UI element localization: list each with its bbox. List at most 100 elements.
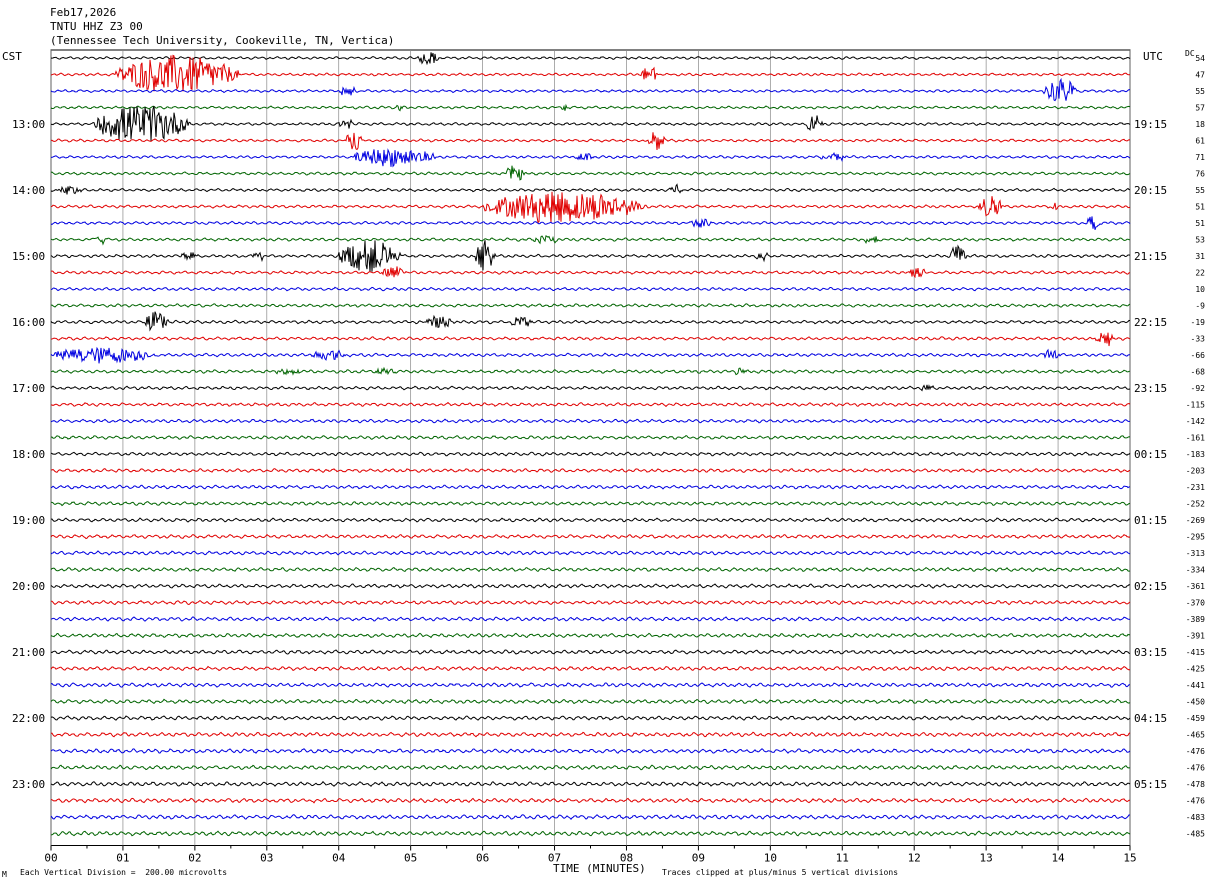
dc-offset-label: -476 — [1186, 747, 1205, 756]
utc-time-label: 00:15 — [1134, 448, 1167, 461]
dc-offset-label: -269 — [1186, 516, 1205, 525]
trace-row-10 — [50, 216, 1131, 230]
cst-time-label: 23:00 — [12, 778, 45, 791]
dc-offset-label: -92 — [1191, 384, 1206, 393]
trace-row-13 — [50, 266, 1131, 279]
trace-row-12 — [50, 240, 1131, 272]
trace-row-14 — [50, 286, 1131, 292]
dc-offset-header: DC — [1185, 49, 1195, 58]
x-tick-label: 00 — [44, 852, 57, 865]
dc-offset-label: -391 — [1186, 632, 1205, 641]
station-location: (Tennessee Tech University, Cookeville, … — [50, 34, 395, 47]
trace-row-20 — [50, 384, 1131, 392]
trace-row-21 — [50, 401, 1131, 408]
plot-date: Feb17,2026 — [50, 6, 117, 19]
dc-offset-label: -483 — [1186, 813, 1205, 822]
trace-row-2 — [50, 77, 1131, 102]
trace-row-7 — [50, 165, 1131, 181]
dc-offset-label: -415 — [1186, 648, 1205, 657]
cst-time-label: 14:00 — [12, 184, 45, 197]
dc-offset-label: 55 — [1195, 87, 1205, 96]
trace-row-24 — [50, 451, 1131, 457]
dc-offset-label: -450 — [1186, 698, 1205, 707]
trace-row-18 — [50, 346, 1131, 364]
trace-row-33 — [51, 599, 1131, 606]
trace-row-1 — [50, 54, 1130, 92]
utc-time-label: 04:15 — [1134, 712, 1167, 725]
dc-offset-label: 57 — [1195, 104, 1205, 113]
x-tick-label: 14 — [1051, 852, 1065, 865]
dc-offset-label: -252 — [1186, 500, 1205, 509]
dc-offset-label: -389 — [1186, 615, 1205, 624]
x-tick-label: 03 — [260, 852, 273, 865]
dc-offset-label: 47 — [1195, 71, 1205, 80]
trace-row-47 — [50, 830, 1131, 837]
utc-time-label: 22:15 — [1134, 316, 1167, 329]
x-tick-label: 13 — [980, 852, 993, 865]
dc-offset-label: -476 — [1186, 797, 1205, 806]
dc-offset-label: 51 — [1195, 203, 1205, 212]
trace-row-4 — [50, 105, 1131, 141]
cst-time-label: 13:00 — [12, 118, 45, 131]
trace-row-25 — [50, 468, 1131, 474]
x-tick-label: 01 — [116, 852, 129, 865]
dc-offset-label: 10 — [1195, 285, 1205, 294]
dc-offset-label: -334 — [1186, 566, 1205, 575]
trace-row-46 — [50, 814, 1131, 820]
cst-time-label: 19:00 — [12, 514, 45, 527]
dc-offset-label: -441 — [1186, 681, 1205, 690]
trace-row-37 — [50, 665, 1131, 672]
trace-row-45 — [50, 797, 1130, 804]
cst-time-label: 22:00 — [12, 712, 45, 725]
trace-row-41 — [50, 731, 1131, 738]
cst-time-label: 18:00 — [12, 448, 45, 461]
dc-offset-label: -485 — [1186, 830, 1205, 839]
dc-offset-label: 18 — [1195, 120, 1205, 129]
x-tick-label: 15 — [1123, 852, 1136, 865]
trace-row-32 — [50, 583, 1131, 589]
utc-time-label: 03:15 — [1134, 646, 1167, 659]
scale-note: Each Vertical Division = 200.00 microvol… — [20, 868, 228, 877]
trace-row-38 — [50, 682, 1130, 688]
trace-row-8 — [50, 183, 1131, 195]
dc-offset-label: -183 — [1186, 450, 1205, 459]
trace-row-34 — [50, 616, 1131, 622]
trace-row-0 — [51, 52, 1131, 66]
trace-row-31 — [50, 566, 1131, 573]
utc-time-label: 20:15 — [1134, 184, 1167, 197]
dc-offset-label: -33 — [1191, 335, 1206, 344]
dc-offset-label: 55 — [1195, 186, 1205, 195]
dc-offset-label: -66 — [1191, 351, 1206, 360]
x-tick-label: 04 — [332, 852, 346, 865]
trace-row-17 — [50, 332, 1131, 347]
dc-offset-label: 51 — [1195, 219, 1205, 228]
trace-row-30 — [50, 550, 1131, 556]
trace-row-6 — [50, 148, 1131, 168]
dc-offset-label: -161 — [1186, 434, 1205, 443]
dc-offset-label: -231 — [1186, 483, 1205, 492]
trace-row-5 — [50, 132, 1131, 151]
dc-offset-label: -465 — [1186, 731, 1205, 740]
dc-offset-label: 76 — [1195, 170, 1205, 179]
dc-offset-label: -425 — [1186, 665, 1205, 674]
trace-row-15 — [50, 303, 1131, 308]
x-tick-label: 02 — [188, 852, 201, 865]
x-tick-label: 09 — [692, 852, 705, 865]
utc-time-label: 01:15 — [1134, 514, 1167, 527]
x-tick-label: 06 — [476, 852, 489, 865]
trace-row-44 — [50, 780, 1131, 788]
corner-mark: M — [2, 870, 7, 879]
utc-time-label: 23:15 — [1134, 382, 1167, 395]
x-axis-title: TIME (MINUTES) — [553, 862, 646, 875]
dc-offset-label: 53 — [1195, 236, 1205, 245]
clip-note: Traces clipped at plus/minus 5 vertical … — [662, 868, 899, 877]
left-timezone-label: CST — [2, 50, 22, 63]
dc-offset-label: 71 — [1195, 153, 1205, 162]
dc-offset-label: -478 — [1186, 780, 1205, 789]
utc-time-label: 05:15 — [1134, 778, 1167, 791]
x-tick-label: 05 — [404, 852, 417, 865]
station-code: TNTU HHZ Z3 00 — [50, 20, 143, 33]
x-tick-label: 08 — [620, 852, 633, 865]
right-timezone-label: UTC — [1143, 50, 1163, 63]
dc-offset-label: 22 — [1195, 269, 1205, 278]
